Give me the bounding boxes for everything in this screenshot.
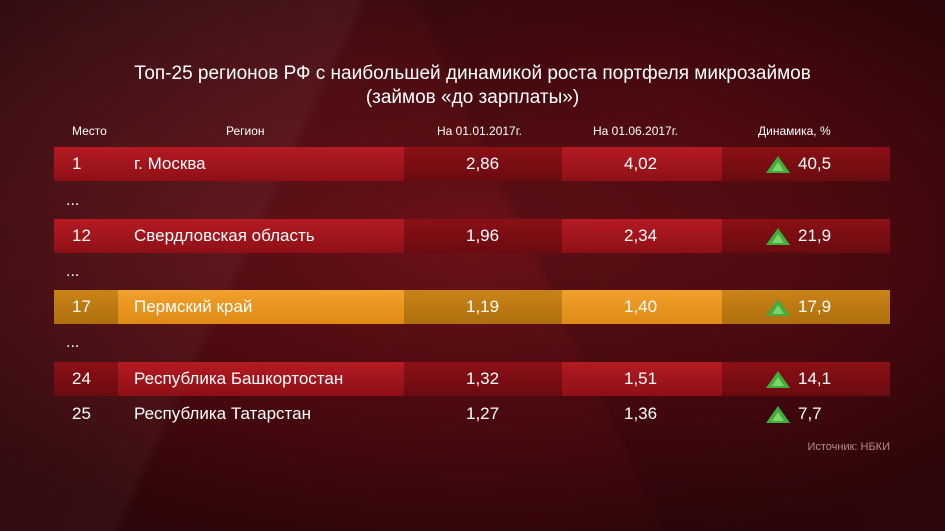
row-dynamics-value: 40,5	[798, 154, 832, 173]
row-region: Свердловская область	[134, 226, 315, 245]
row-place: 24	[72, 369, 91, 388]
row-place: 12	[72, 226, 91, 245]
column-header-dynamics: Динамика, %	[758, 124, 831, 138]
row-segment	[404, 219, 562, 253]
table-row: 24 Республика Башкортостан 1,32 1,51 14,…	[54, 362, 890, 396]
ellipsis: ...	[66, 192, 80, 209]
row-segment	[562, 290, 722, 324]
title-line-1: Топ-25 регионов РФ с наибольшей динамико…	[134, 63, 811, 84]
row-dynamics-value: 14,1	[798, 369, 832, 388]
table-row: 12 Свердловская область 1,96 2,34 21,9	[54, 219, 890, 253]
row-segment	[54, 290, 118, 324]
row-segment	[562, 219, 722, 253]
column-header-region: Регион	[226, 124, 265, 138]
row-segment	[722, 290, 890, 324]
row-region: Пермский край	[134, 297, 253, 316]
source-note: Источник: НБКИ	[807, 441, 890, 453]
row-date2-value: 2,34	[624, 226, 658, 245]
row-date2-value: 1,36	[624, 404, 658, 423]
row-date1-value: 1,27	[466, 404, 500, 423]
row-region: г. Москва	[134, 154, 206, 173]
row-segment	[562, 362, 722, 396]
row-segment	[404, 362, 562, 396]
row-date2-value: 4,02	[624, 154, 658, 173]
column-header-date2: На 01.06.2017г.	[593, 124, 678, 138]
row-date1-value: 1,19	[466, 297, 500, 316]
table-row-highlighted: 17 Пермский край 1,19 1,40 17,9	[54, 290, 890, 324]
up-triangle-icon	[766, 371, 790, 388]
row-region: Республика Башкортостан	[134, 369, 344, 388]
title-line-2: (займов «до зарплаты»)	[365, 87, 580, 108]
row-date2-value: 1,40	[624, 297, 658, 316]
table-row: 25 Республика Татарстан 1,27 1,36 7,7	[54, 397, 890, 431]
column-header-date1: На 01.01.2017г.	[437, 124, 522, 138]
table-header: Место Регион На 01.01.2017г. На 01.06.20…	[0, 124, 945, 140]
row-place: 17	[72, 297, 91, 316]
up-triangle-icon	[766, 156, 790, 173]
row-place: 25	[72, 404, 91, 423]
row-place: 1	[72, 154, 82, 173]
row-date1-value: 1,32	[466, 369, 500, 388]
row-segment	[118, 362, 404, 396]
up-triangle-icon	[766, 228, 790, 245]
table-row: 1 г. Москва 2,86 4,02 40,5	[54, 147, 890, 181]
row-segment	[404, 290, 562, 324]
row-dynamics-value: 21,9	[798, 226, 832, 245]
up-triangle-icon	[766, 299, 790, 316]
row-segment	[54, 219, 404, 253]
row-region: Республика Татарстан	[134, 404, 311, 423]
ellipsis: ...	[66, 263, 80, 280]
row-segment	[562, 147, 722, 181]
row-date1-value: 2,86	[466, 154, 500, 173]
row-date2-value: 1,51	[624, 369, 658, 388]
row-segment	[118, 290, 404, 324]
row-segment	[722, 219, 890, 253]
row-dynamics-value: 7,7	[798, 404, 822, 423]
ellipsis: ...	[66, 334, 80, 351]
row-segment	[404, 147, 562, 181]
column-header-place: Место	[72, 124, 107, 138]
row-segment	[722, 362, 890, 396]
page-title: Топ-25 регионов РФ с наибольшей динамико…	[0, 62, 945, 110]
row-segment	[722, 147, 890, 181]
row-date1-value: 1,96	[466, 226, 500, 245]
up-triangle-icon	[766, 406, 790, 423]
row-segment	[54, 362, 118, 396]
row-segment	[54, 147, 404, 181]
row-dynamics-value: 17,9	[798, 297, 832, 316]
